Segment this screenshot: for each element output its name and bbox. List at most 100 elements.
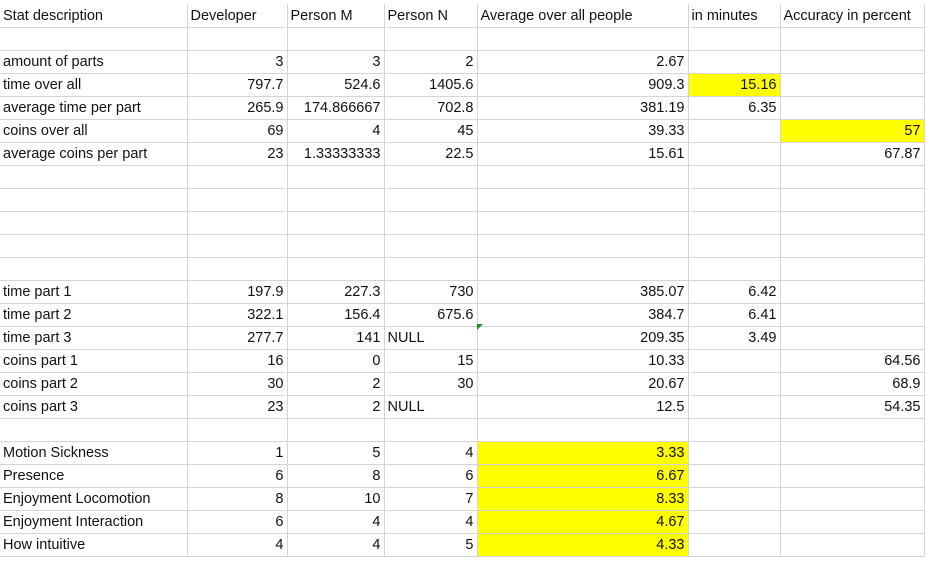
cell-stat-description[interactable]: coins part 1 [0, 349, 188, 373]
cell-person-m[interactable]: 4 [287, 510, 385, 534]
cell-average[interactable]: 8.33 [477, 487, 689, 511]
cell-person-m[interactable]: 5 [287, 441, 385, 465]
cell-in-minutes[interactable] [688, 487, 781, 511]
cell-accuracy[interactable] [780, 510, 925, 534]
cell-accuracy[interactable] [780, 234, 925, 258]
cell-stat-description[interactable] [0, 27, 188, 51]
cell-stat-description[interactable]: coins part 2 [0, 372, 188, 396]
cell-person-m[interactable] [287, 165, 385, 189]
cell-person-n[interactable] [384, 211, 478, 235]
cell-developer[interactable]: 4 [187, 533, 288, 557]
cell-developer[interactable]: 1 [187, 441, 288, 465]
cell-in-minutes[interactable]: 6.42 [688, 280, 781, 304]
cell-in-minutes[interactable] [688, 533, 781, 557]
cell-stat-description[interactable]: Presence [0, 464, 188, 488]
cell-person-m[interactable] [287, 234, 385, 258]
cell-average[interactable]: 384.7 [477, 303, 689, 327]
cell-stat-description[interactable]: time part 2 [0, 303, 188, 327]
cell-accuracy[interactable] [780, 73, 925, 97]
cell-developer[interactable]: 16 [187, 349, 288, 373]
cell-accuracy[interactable]: 67.87 [780, 142, 925, 166]
cell-stat-description[interactable] [0, 418, 188, 442]
cell-person-m[interactable]: 4 [287, 119, 385, 143]
cell-person-m[interactable]: 3 [287, 50, 385, 74]
cell-developer[interactable] [187, 211, 288, 235]
cell-person-m[interactable]: 2 [287, 372, 385, 396]
cell-developer[interactable]: 322.1 [187, 303, 288, 327]
cell-person-n[interactable]: 30 [384, 372, 478, 396]
cell-stat-description[interactable]: coins part 3 [0, 395, 188, 419]
cell-in-minutes[interactable] [688, 464, 781, 488]
cell-accuracy[interactable] [780, 280, 925, 304]
header-cell-stat-description[interactable]: Stat description [0, 4, 188, 28]
cell-in-minutes[interactable]: 6.41 [688, 303, 781, 327]
cell-person-n[interactable]: 6 [384, 464, 478, 488]
cell-person-m[interactable]: 8 [287, 464, 385, 488]
cell-developer[interactable]: 265.9 [187, 96, 288, 120]
cell-stat-description[interactable] [0, 211, 188, 235]
cell-person-n[interactable]: 1405.6 [384, 73, 478, 97]
cell-in-minutes[interactable] [688, 418, 781, 442]
cell-stat-description[interactable]: time part 1 [0, 280, 188, 304]
cell-in-minutes[interactable] [688, 50, 781, 74]
cell-developer[interactable]: 69 [187, 119, 288, 143]
cell-accuracy[interactable] [780, 303, 925, 327]
cell-person-n[interactable]: NULL [384, 395, 478, 419]
cell-in-minutes[interactable] [688, 441, 781, 465]
cell-developer[interactable]: 23 [187, 395, 288, 419]
cell-in-minutes[interactable] [688, 142, 781, 166]
cell-person-n[interactable]: 22.5 [384, 142, 478, 166]
cell-person-n[interactable]: 675.6 [384, 303, 478, 327]
cell-average[interactable]: 15.61 [477, 142, 689, 166]
header-cell-in-minutes[interactable]: in minutes [688, 4, 781, 28]
cell-average[interactable] [477, 211, 689, 235]
cell-person-m[interactable]: 0 [287, 349, 385, 373]
cell-stat-description[interactable]: How intuitive [0, 533, 188, 557]
cell-in-minutes[interactable] [688, 395, 781, 419]
cell-person-n[interactable]: 45 [384, 119, 478, 143]
header-cell-developer[interactable]: Developer [187, 4, 288, 28]
cell-average[interactable]: 385.07 [477, 280, 689, 304]
cell-accuracy[interactable]: 68.9 [780, 372, 925, 396]
cell-average[interactable]: 4.67 [477, 510, 689, 534]
cell-person-m[interactable]: 156.4 [287, 303, 385, 327]
cell-accuracy[interactable]: 54.35 [780, 395, 925, 419]
cell-average[interactable] [477, 418, 689, 442]
cell-person-m[interactable] [287, 418, 385, 442]
cell-accuracy[interactable] [780, 418, 925, 442]
header-cell-average[interactable]: Average over all people [477, 4, 689, 28]
cell-in-minutes[interactable] [688, 211, 781, 235]
cell-stat-description[interactable]: Enjoyment Locomotion [0, 487, 188, 511]
cell-in-minutes[interactable] [688, 165, 781, 189]
cell-average[interactable]: 3.33 [477, 441, 689, 465]
cell-person-n[interactable] [384, 188, 478, 212]
cell-developer[interactable]: 6 [187, 510, 288, 534]
cell-person-n[interactable] [384, 418, 478, 442]
cell-developer[interactable] [187, 418, 288, 442]
cell-average[interactable] [477, 188, 689, 212]
cell-average[interactable] [477, 257, 689, 281]
cell-average[interactable]: 6.67 [477, 464, 689, 488]
cell-in-minutes[interactable] [688, 188, 781, 212]
cell-average[interactable]: 909.3 [477, 73, 689, 97]
cell-accuracy[interactable] [780, 464, 925, 488]
cell-developer[interactable]: 6 [187, 464, 288, 488]
cell-person-m[interactable] [287, 188, 385, 212]
cell-stat-description[interactable] [0, 188, 188, 212]
cell-developer[interactable]: 277.7 [187, 326, 288, 350]
cell-in-minutes[interactable]: 6.35 [688, 96, 781, 120]
cell-person-m[interactable]: 1.33333333 [287, 142, 385, 166]
cell-person-n[interactable]: 15 [384, 349, 478, 373]
cell-in-minutes[interactable]: 15.16 [688, 73, 781, 97]
cell-stat-description[interactable]: Enjoyment Interaction [0, 510, 188, 534]
cell-accuracy[interactable] [780, 211, 925, 235]
cell-developer[interactable]: 797.7 [187, 73, 288, 97]
cell-stat-description[interactable]: average time per part [0, 96, 188, 120]
cell-person-n[interactable] [384, 257, 478, 281]
cell-average[interactable] [477, 234, 689, 258]
cell-person-n[interactable]: 4 [384, 510, 478, 534]
cell-stat-description[interactable] [0, 257, 188, 281]
cell-person-n[interactable]: 7 [384, 487, 478, 511]
cell-accuracy[interactable] [780, 50, 925, 74]
cell-person-n[interactable]: 2 [384, 50, 478, 74]
